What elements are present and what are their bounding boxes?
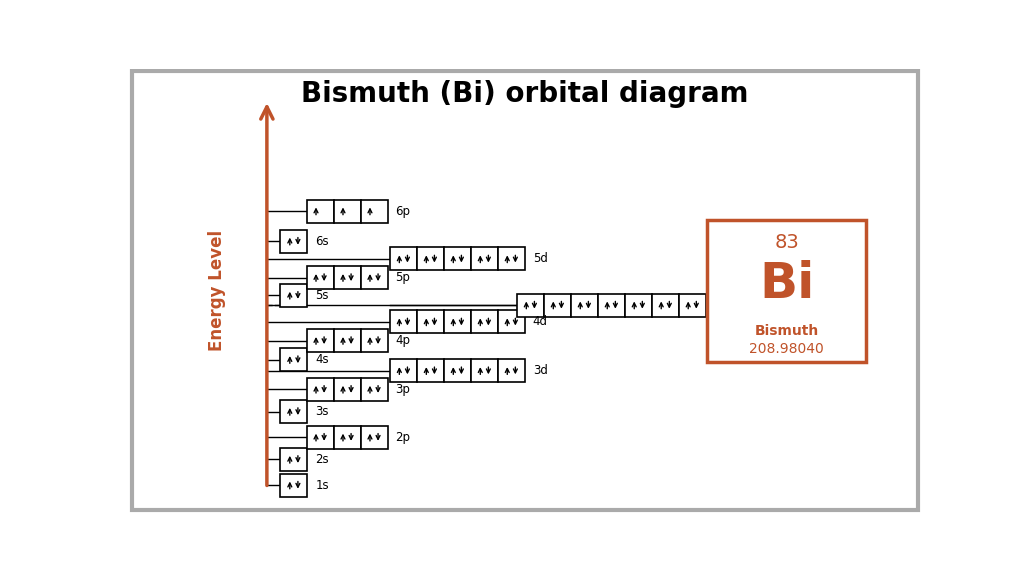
Bar [625, 294, 651, 317]
Bar [306, 329, 334, 352]
Text: 5p: 5p [395, 271, 411, 284]
Text: 1s: 1s [315, 479, 329, 492]
Text: 6p: 6p [395, 204, 411, 218]
Bar [334, 199, 360, 222]
Bar [417, 359, 443, 382]
Bar [471, 310, 498, 334]
Bar [417, 248, 443, 271]
Bar [652, 294, 679, 317]
Bar [334, 378, 360, 401]
Bar [517, 294, 544, 317]
Bar [598, 294, 625, 317]
Bar [417, 310, 443, 334]
Bar [360, 426, 387, 449]
Text: 208.98040: 208.98040 [750, 342, 824, 356]
Text: Bismuth (Bi) orbital diagram: Bismuth (Bi) orbital diagram [301, 79, 749, 108]
Text: 83: 83 [774, 233, 799, 252]
Bar [306, 266, 334, 289]
Bar [281, 348, 307, 371]
Bar [360, 199, 387, 222]
Bar [281, 230, 307, 253]
Bar [281, 284, 307, 307]
Bar [498, 310, 524, 334]
Bar [498, 359, 524, 382]
Bar [306, 378, 334, 401]
Bar [360, 266, 387, 289]
Bar [390, 359, 417, 382]
FancyBboxPatch shape [132, 71, 918, 510]
Bar [570, 294, 598, 317]
Bar [443, 359, 471, 382]
Text: 5d: 5d [532, 252, 548, 266]
Text: 4d: 4d [532, 316, 548, 328]
Bar [544, 294, 570, 317]
Bar [334, 426, 360, 449]
Bar [334, 329, 360, 352]
Bar [679, 294, 706, 317]
Text: 2p: 2p [395, 431, 411, 444]
Text: 3p: 3p [395, 383, 411, 396]
Text: 4f: 4f [714, 298, 725, 312]
Text: 3d: 3d [532, 364, 548, 377]
Bar [708, 220, 866, 362]
Text: Energy Level: Energy Level [208, 230, 226, 351]
Bar [306, 199, 334, 222]
Text: 6s: 6s [315, 234, 329, 248]
Text: 3s: 3s [315, 405, 329, 418]
Bar [281, 448, 307, 471]
Text: 4p: 4p [395, 334, 411, 347]
Bar [471, 359, 498, 382]
Bar [471, 248, 498, 271]
Text: 2s: 2s [315, 453, 329, 466]
Bar [360, 378, 387, 401]
Bar [281, 400, 307, 423]
Bar [360, 329, 387, 352]
Bar [334, 266, 360, 289]
Bar [443, 248, 471, 271]
Text: 4s: 4s [315, 353, 329, 366]
Bar [390, 310, 417, 334]
Text: 5s: 5s [315, 289, 329, 302]
Bar [306, 426, 334, 449]
Text: Bismuth: Bismuth [755, 324, 819, 338]
Bar [443, 310, 471, 334]
Bar [281, 473, 307, 497]
Text: Bi: Bi [759, 260, 814, 308]
Bar [390, 248, 417, 271]
Bar [498, 248, 524, 271]
